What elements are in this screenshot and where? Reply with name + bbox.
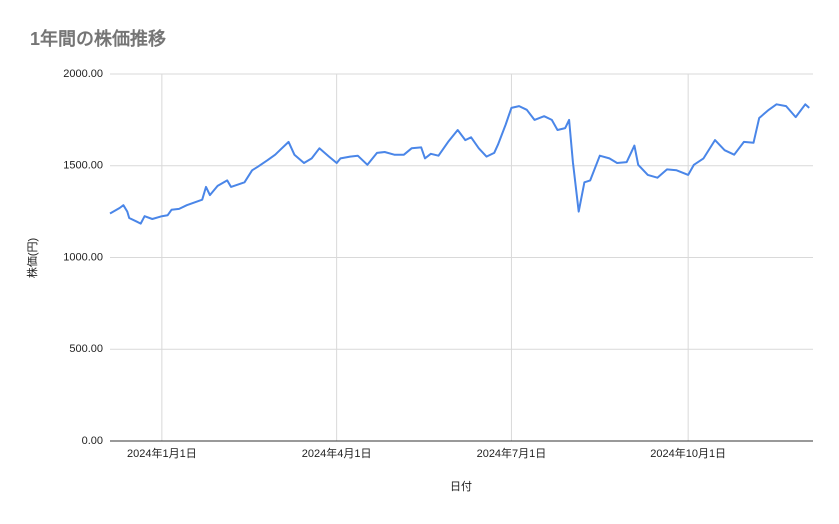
y-tick-label: 0.00 xyxy=(82,435,103,447)
x-tick-label: 2024年7月1日 xyxy=(477,446,547,460)
y-tick-label: 500.00 xyxy=(69,343,103,355)
y-tick-label: 2000.00 xyxy=(63,68,103,80)
x-tick-label: 2024年10月1日 xyxy=(650,446,726,460)
y-axis-label: 株価(円) xyxy=(25,238,39,278)
x-tick-label: 2024年1月1日 xyxy=(127,446,197,460)
x-tick-label: 2024年4月1日 xyxy=(302,446,372,460)
y-tick-label: 1000.00 xyxy=(63,251,103,263)
data-line xyxy=(109,103,810,225)
chart-title: 1年間の株価推移 xyxy=(30,28,166,49)
x-axis-label: 日付 xyxy=(450,480,472,493)
y-tick-label: 1500.00 xyxy=(63,160,103,172)
